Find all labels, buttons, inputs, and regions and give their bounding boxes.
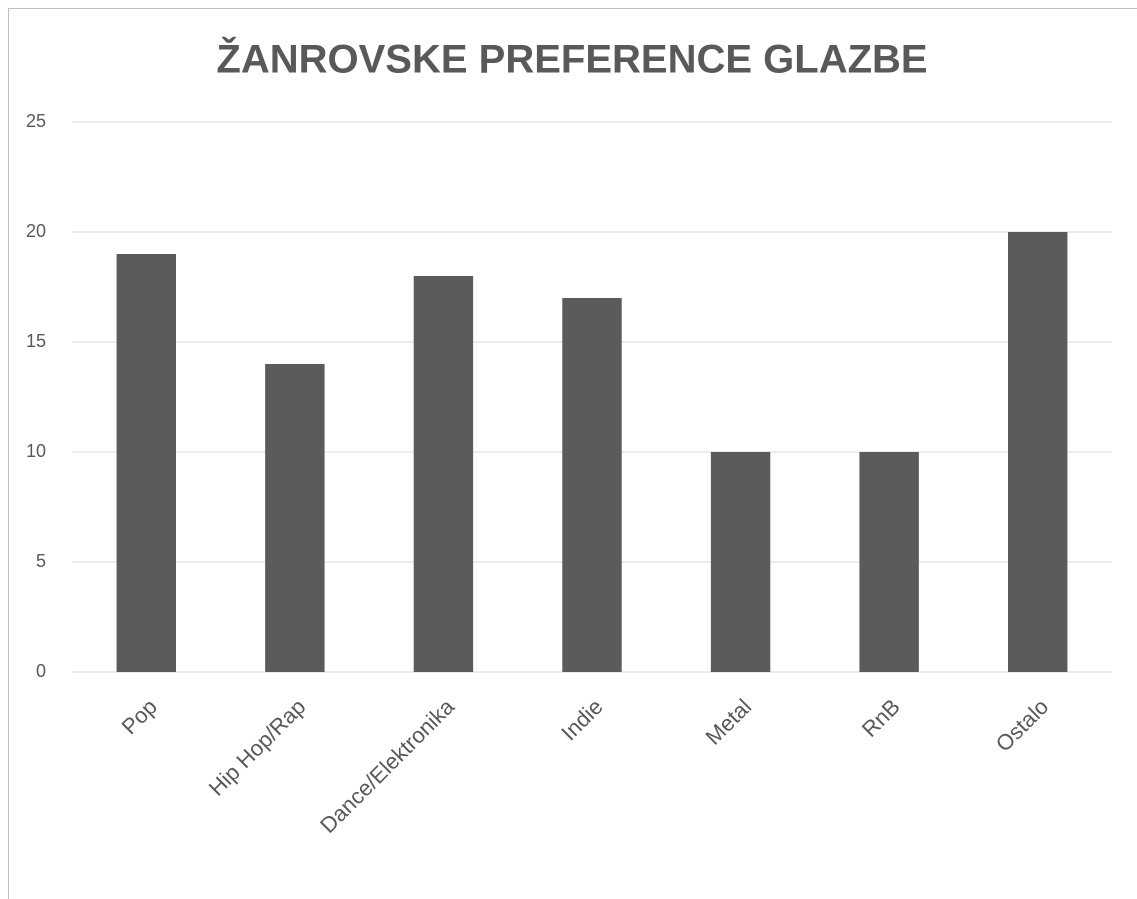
x-tick-label: Metal bbox=[700, 694, 756, 750]
y-tick-label: 15 bbox=[26, 331, 46, 351]
x-tick-label: Dance/Elektronika bbox=[315, 693, 459, 837]
x-tick-label: Pop bbox=[117, 694, 162, 739]
x-tick-label: RnB bbox=[857, 694, 905, 742]
x-tick-label: Indie bbox=[556, 694, 607, 745]
bar bbox=[710, 452, 771, 672]
y-tick-label: 0 bbox=[36, 661, 46, 681]
bar bbox=[562, 298, 622, 672]
chart-border bbox=[8, 8, 1137, 899]
x-tick-label: Hip Hop/Rap bbox=[204, 694, 311, 801]
bar bbox=[859, 452, 919, 672]
y-tick-label: 5 bbox=[36, 551, 46, 571]
bar bbox=[116, 254, 176, 672]
bar bbox=[1008, 232, 1068, 672]
y-tick-label: 25 bbox=[26, 111, 46, 131]
chart-title: ŽANROVSKE PREFERENCE GLAZBE bbox=[216, 36, 927, 82]
y-tick-label: 10 bbox=[26, 441, 46, 461]
y-tick-label: 20 bbox=[26, 221, 46, 241]
bar bbox=[413, 276, 474, 672]
bar bbox=[265, 364, 325, 672]
x-tick-label: Ostalo bbox=[991, 694, 1054, 757]
